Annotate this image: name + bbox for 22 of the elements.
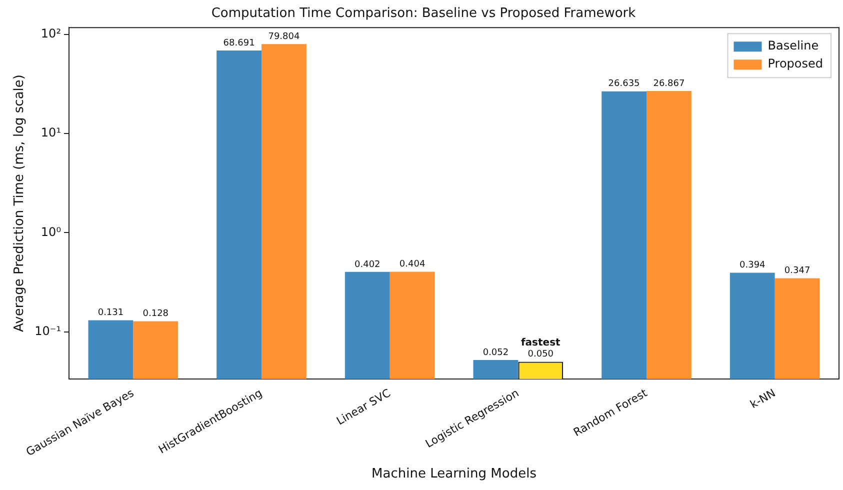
data-label: 0.404 [399, 260, 426, 270]
x-axis-title: Machine Learning Models [372, 466, 537, 482]
data-label: 26.635 [608, 79, 640, 90]
legend-label: Proposed [768, 56, 823, 71]
data-label: 68.691 [223, 38, 255, 48]
data-label: 0.050 [528, 350, 554, 360]
data-label: 0.128 [142, 309, 169, 320]
y-tick-label: 10² [40, 26, 62, 40]
data-label: 0.394 [739, 260, 766, 271]
data-label: 79.804 [268, 32, 300, 42]
data-label: 0.402 [354, 260, 380, 270]
data-label: 0.347 [784, 266, 810, 276]
y-tick-label: 10⁰ [40, 224, 62, 239]
y-tick-label: 10¹ [40, 126, 62, 140]
data-label: 0.131 [98, 308, 124, 318]
legend-label: Baseline [768, 38, 819, 53]
data-label: 0.052 [482, 348, 509, 358]
y-axis-title: Average Prediction Time (ms, log scale) [12, 74, 28, 332]
y-tick-label: 10⁻¹ [34, 324, 62, 338]
chart-title: Computation Time Comparison: Baseline vs Proposed Framework [211, 6, 636, 22]
data-label: 26.867 [653, 78, 685, 89]
annotation: fastest [520, 337, 561, 348]
